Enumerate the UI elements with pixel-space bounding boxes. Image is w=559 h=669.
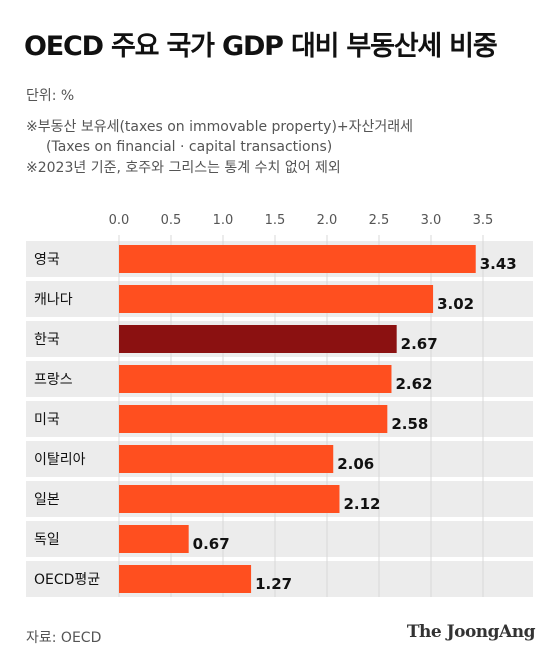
- category-label: 캐나다: [34, 292, 73, 308]
- value-label: 2.62: [395, 375, 432, 393]
- x-tick-label: 1.5: [265, 213, 286, 228]
- source-label: 자료: OECD: [26, 630, 102, 646]
- x-tick-label: 3.0: [421, 213, 442, 228]
- category-label: 이탈리아: [34, 452, 86, 468]
- category-label: OECD평균: [34, 572, 100, 588]
- x-tick-label: 2.0: [317, 213, 338, 228]
- value-label: 3.02: [437, 295, 474, 313]
- value-label: 2.67: [401, 335, 438, 353]
- bar: [119, 245, 476, 273]
- unit-label: 단위: %: [26, 88, 75, 104]
- note-line-2: (Taxes on financial · capital transactio…: [46, 139, 333, 155]
- bar: [119, 365, 392, 393]
- chart-title: OECD 주요 국가 GDP 대비 부동산세 비중: [24, 31, 498, 62]
- note-line-1: ※부동산 보유세(taxes on immovable property)+자산…: [26, 119, 414, 135]
- category-label: 일본: [34, 492, 60, 508]
- category-label: 프랑스: [34, 372, 73, 388]
- row-background: [26, 521, 533, 557]
- note-line-3: ※2023년 기준, 호주와 그리스는 통계 수치 없어 제외: [26, 160, 341, 176]
- x-tick-label: 1.0: [213, 213, 234, 228]
- value-label: 2.58: [391, 415, 428, 433]
- bar: [119, 325, 397, 353]
- brand-logo: The JoongAng: [406, 622, 536, 642]
- value-label: 3.43: [480, 255, 517, 273]
- x-tick-label: 0.5: [161, 213, 182, 228]
- x-tick-label: 3.5: [473, 213, 494, 228]
- value-label: 2.06: [337, 455, 374, 473]
- row-background: [26, 561, 533, 597]
- x-tick-label: 0.0: [109, 213, 130, 228]
- bar: [119, 405, 388, 433]
- category-label: 독일: [34, 532, 60, 548]
- category-label: 미국: [34, 412, 60, 428]
- bar: [119, 525, 189, 553]
- x-tick-label: 2.5: [369, 213, 390, 228]
- bar: [119, 485, 340, 513]
- bar: [119, 445, 334, 473]
- bar: [119, 565, 252, 593]
- value-label: 2.12: [343, 495, 380, 513]
- category-label: 영국: [34, 252, 60, 268]
- value-label: 0.67: [193, 535, 230, 553]
- value-label: 1.27: [255, 575, 292, 593]
- category-label: 한국: [34, 332, 60, 348]
- bar: [119, 285, 434, 313]
